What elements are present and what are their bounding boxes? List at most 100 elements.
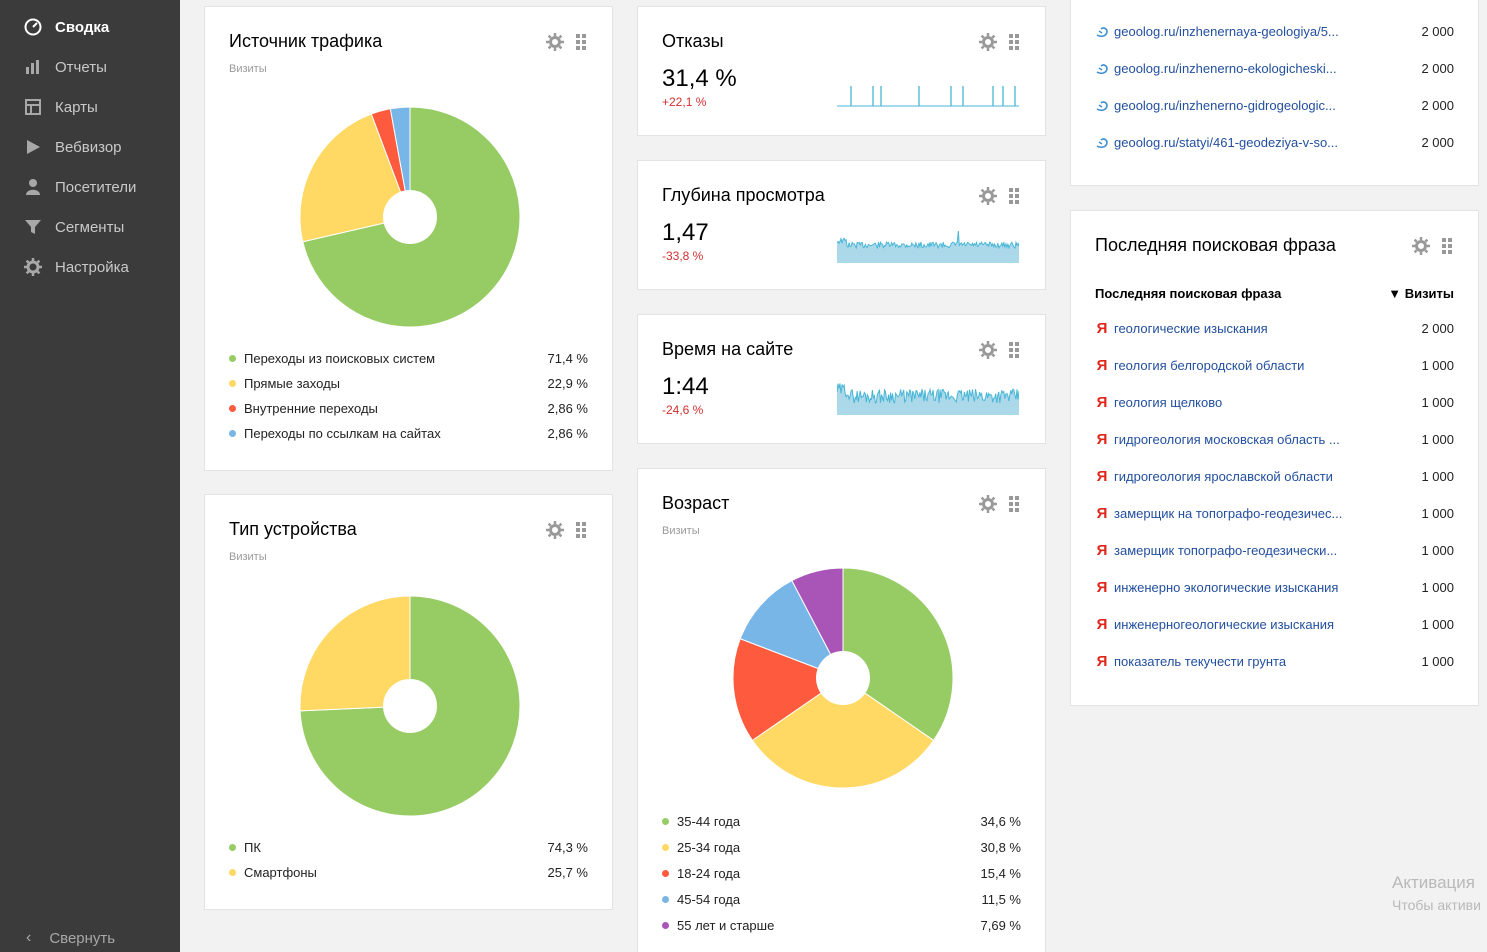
bounce-sparkline	[837, 86, 1019, 107]
legend-item: 18-24 года 15,4 %	[662, 860, 1021, 886]
sidebar-item-maps[interactable]: Карты	[0, 87, 180, 127]
widget-device-type: Тип устройства Визиты ПК 74,3 % Смартфоны…	[204, 494, 613, 910]
collapse-sidebar-button[interactable]: ‹ Свернуть	[0, 924, 180, 952]
site-favicon-icon	[1096, 137, 1108, 148]
drag-handle-icon[interactable]	[1005, 187, 1023, 205]
donut-hole	[816, 651, 870, 705]
gear-icon[interactable]	[546, 33, 564, 51]
sidebar-item-segments[interactable]: Сегменты	[0, 207, 180, 247]
metric-delta: -24,6 %	[662, 403, 704, 417]
visits-value: 1 000	[1421, 654, 1454, 669]
yandex-icon: Я	[1096, 616, 1108, 633]
search-phrase-link[interactable]: показатель текучести грунта	[1114, 654, 1287, 669]
widget-title: Отказы	[662, 31, 724, 51]
sparkline-line	[837, 230, 1019, 250]
widget-title: Тип устройства	[229, 519, 357, 539]
activation-watermark-title: Активация	[1392, 873, 1475, 892]
widget-title: Возраст	[662, 493, 730, 513]
search-phrase-link[interactable]: гидрогеология московская область ...	[1114, 432, 1340, 447]
visits-value: 1 000	[1421, 395, 1454, 410]
search-phrase-link[interactable]: замерщик на топографо-геодезичес...	[1114, 506, 1343, 521]
widget-title: Последняя поисковая фраза	[1095, 235, 1336, 255]
visits-value: 1 000	[1421, 617, 1454, 632]
pie-slice[interactable]	[791, 567, 844, 679]
yandex-icon: Я	[1096, 394, 1108, 411]
site-favicon-icon	[1096, 26, 1108, 37]
page-link[interactable]: geoolog.ru/inzhenerno-gidrogeologic...	[1114, 98, 1336, 113]
list-item: geoolog.ru/inzhenerno-gidrogeologic... 2…	[1095, 87, 1454, 124]
pie-slice[interactable]	[299, 113, 411, 243]
time-sparkline	[837, 383, 1019, 415]
drag-handle-icon[interactable]	[1005, 341, 1023, 359]
sidebar-item-settings[interactable]: Настройка	[0, 247, 180, 287]
pie-slice[interactable]	[842, 567, 954, 742]
age-pie-chart	[732, 567, 954, 789]
page-link[interactable]: geoolog.ru/inzhenerno-ekologicheski...	[1114, 61, 1337, 76]
user-icon	[24, 178, 42, 196]
gear-icon[interactable]	[979, 495, 997, 513]
yandex-icon: Я	[1096, 357, 1108, 374]
bar-chart-icon	[24, 58, 42, 76]
widget-traffic-source: Источник трафика Визиты Переходы из поис…	[204, 6, 613, 471]
chart-legend: ПК 74,3 % Смартфоны 25,7 %	[229, 835, 588, 885]
visits-value: 1 000	[1421, 580, 1454, 595]
drag-handle-icon[interactable]	[572, 33, 590, 51]
yandex-icon: Я	[1096, 579, 1108, 596]
gear-icon[interactable]	[979, 341, 997, 359]
sidebar-item-webvisor[interactable]: Вебвизор	[0, 127, 180, 167]
visits-value: 1 000	[1421, 469, 1454, 484]
page-link[interactable]: geoolog.ru/inzhenernaya-geologiya/5...	[1114, 24, 1339, 39]
search-phrase-link[interactable]: замерщик топографо-геодезически...	[1114, 543, 1338, 558]
sparkline-line	[837, 383, 1019, 404]
legend-item: ПК 74,3 %	[229, 835, 588, 860]
sidebar-item-reports[interactable]: Отчеты	[0, 47, 180, 87]
widget-entry-pages: geoolog.ru/inzhenernaya-geologiya/5... 2…	[1070, 0, 1479, 186]
pie-slice[interactable]	[389, 106, 411, 218]
sidebar-item-label: Отчеты	[55, 58, 107, 76]
gear-icon[interactable]	[979, 187, 997, 205]
legend-dot	[229, 869, 236, 876]
sidebar-item-label: Вебвизор	[55, 138, 122, 156]
sidebar-item-summary[interactable]: Сводка	[0, 7, 180, 47]
legend-dot	[229, 844, 236, 851]
legend-dot	[662, 895, 669, 903]
pie-slice[interactable]	[751, 677, 935, 789]
search-phrase-link[interactable]: гидрогеология ярославской области	[1114, 469, 1333, 484]
map-icon	[24, 98, 42, 116]
search-phrase-link[interactable]: инженерногеологические изыскания	[1114, 617, 1335, 632]
column-header-visits-sort[interactable]: ▼ Визиты	[1388, 286, 1454, 301]
gear-icon[interactable]	[546, 521, 564, 539]
sidebar-item-visitors[interactable]: Посетители	[0, 167, 180, 207]
legend-dot	[229, 405, 236, 412]
column-header-phrase: Последняя поисковая фраза	[1095, 286, 1282, 301]
chart-legend: Переходы из поисковых систем 71,4 % Прямы…	[229, 346, 588, 446]
widget-subtitle: Визиты	[662, 525, 700, 537]
page-link[interactable]: geoolog.ru/statyi/461-geodeziya-v-so...	[1114, 135, 1339, 150]
filter-icon	[24, 218, 42, 236]
pie-slice[interactable]	[299, 595, 411, 712]
widget-bounce-rate: Отказы 31,4 % +22,1 %	[637, 6, 1046, 136]
pie-slice[interactable]	[739, 579, 845, 679]
drag-handle-icon[interactable]	[1005, 33, 1023, 51]
gear-icon[interactable]	[979, 33, 997, 51]
search-phrase-link[interactable]: геология белгородской области	[1114, 358, 1305, 373]
pie-slice[interactable]	[732, 638, 845, 742]
metric-delta: +22,1 %	[662, 95, 707, 109]
drag-handle-icon[interactable]	[1438, 237, 1456, 255]
legend-item: Внутренние переходы 2,86 %	[229, 396, 588, 421]
search-phrase-link[interactable]: инженерно экологические изыскания	[1114, 580, 1339, 595]
search-phrase-link[interactable]: геология щелково	[1114, 395, 1223, 410]
gear-icon[interactable]	[1412, 237, 1430, 255]
depth-sparkline	[837, 230, 1019, 263]
drag-handle-icon[interactable]	[1005, 495, 1023, 513]
search-phrase-link[interactable]: геологические изыскания	[1114, 321, 1268, 336]
chevron-left-icon: ‹	[26, 929, 32, 946]
sidebar: Сводка Отчеты Карты Вебвизор Посетители …	[0, 0, 180, 952]
widget-title: Время на сайте	[662, 339, 794, 359]
drag-handle-icon[interactable]	[572, 521, 590, 539]
